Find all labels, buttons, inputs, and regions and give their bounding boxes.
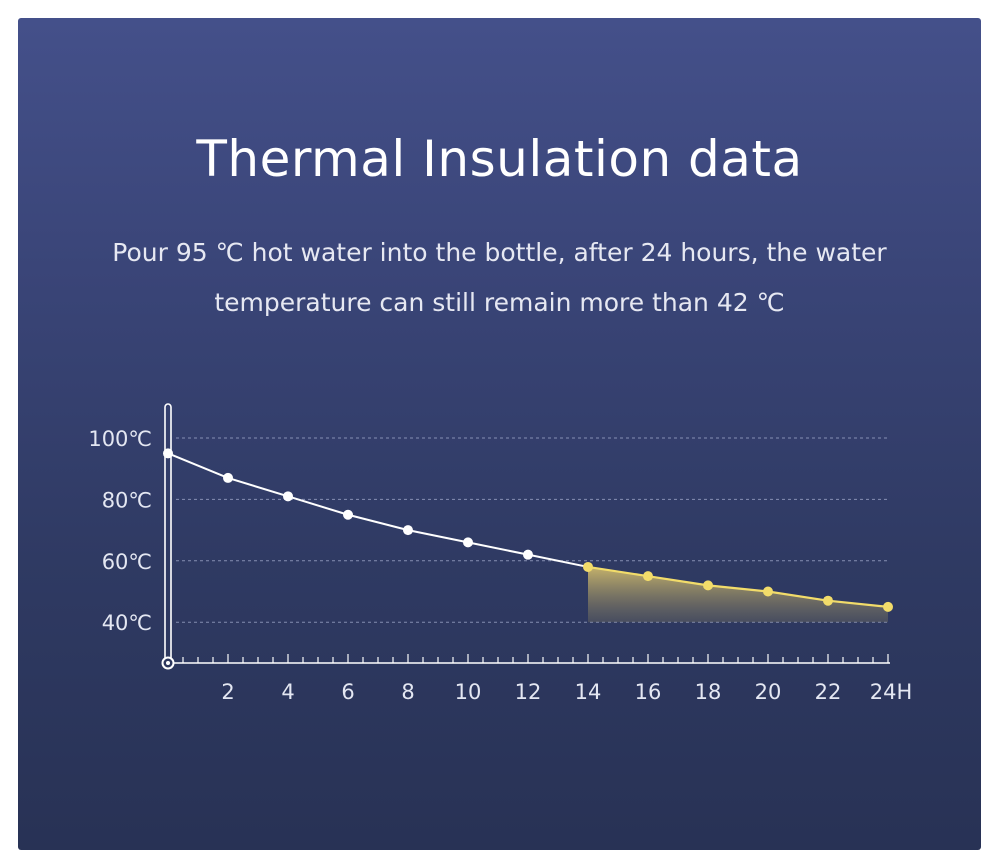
x-tick-label: 8 [401,680,414,704]
y-tick-label: 60℃ [102,550,152,574]
x-tick-label: 14 [575,680,602,704]
data-point [643,571,653,582]
x-tick-label: 6 [341,680,354,704]
x-tick-label: 12 [515,680,542,704]
data-point [223,472,233,483]
y-axis [164,403,172,667]
data-point [823,595,833,606]
background-panel: Thermal Insulation data Pour 95 ℃ hot wa… [18,18,981,850]
data-point [523,549,533,560]
series-line-yellow [587,565,889,608]
origin-marker-dot [166,661,170,665]
data-point [463,537,473,548]
x-tick-label: 16 [635,680,662,704]
data-point [403,525,413,536]
highlight-area [588,566,888,623]
data-point [883,601,893,612]
data-point [703,580,713,591]
data-point [763,586,773,597]
data-point [343,509,353,520]
series-line-white [167,452,589,568]
data-point [283,491,293,502]
y-tick-label: 80℃ [102,488,152,512]
x-tick-label: 24H [870,680,913,704]
y-tick-label: 40℃ [102,611,152,635]
x-tick-label: 10 [455,680,482,704]
data-point [163,448,173,459]
x-tick-label: 20 [755,680,782,704]
data-point [583,561,593,572]
subtitle-text: Pour 95 ℃ hot water into the bottle, aft… [112,238,887,317]
x-tick-label: 2 [221,680,234,704]
x-tick-label: 22 [815,680,842,704]
x-tick-label: 4 [281,680,294,704]
page-title: Thermal Insulation data [196,130,803,188]
y-tick-label: 100℃ [88,427,152,451]
x-tick-label: 18 [695,680,722,704]
